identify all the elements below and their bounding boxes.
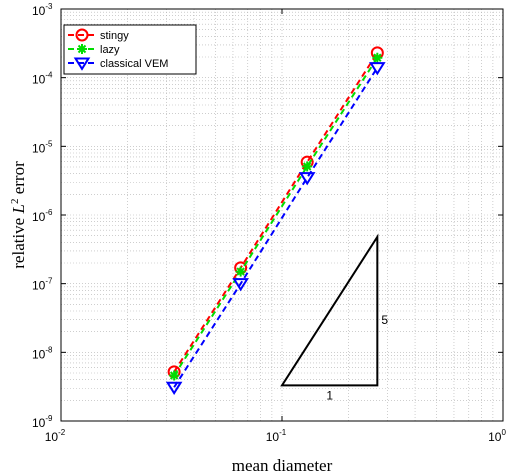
x-tick-label: 100 xyxy=(488,428,506,444)
data-point-lazy xyxy=(235,266,246,277)
data-point-classical-vem xyxy=(232,278,249,292)
x-axis-ticks: 10-2 10-1 100 xyxy=(45,9,506,444)
x-tick-label: 10-2 xyxy=(45,428,66,444)
slope-rise-label: 5 xyxy=(381,313,388,327)
y-tick-label: 10-6 xyxy=(32,208,53,224)
legend-label: classical VEM xyxy=(100,58,168,70)
y-axis-label: relative L2 error xyxy=(9,161,28,269)
slope-triangle: 15 xyxy=(280,233,388,402)
series-line-lazy xyxy=(173,57,379,377)
x-tick-label: 10-1 xyxy=(266,428,287,444)
legend-label: lazy xyxy=(100,44,120,56)
series-lines xyxy=(165,46,386,395)
y-tick-label: 10-9 xyxy=(32,414,53,430)
y-tick-label: 10-7 xyxy=(32,277,53,293)
data-point-lazy xyxy=(372,52,383,63)
series-line-classical-vem xyxy=(173,67,379,388)
legend-marker xyxy=(73,57,91,71)
data-point-lazy xyxy=(169,370,180,381)
y-axis-ticks: 10-9 10-8 10-7 10-6 10-5 10-4 10-3 xyxy=(32,2,503,430)
legend-marker xyxy=(77,44,87,54)
legend: stingy lazy classical VEM xyxy=(63,24,197,75)
x-axis-label: mean diameter xyxy=(232,456,333,475)
y-tick-label: 10-4 xyxy=(32,71,53,87)
legend-label: stingy xyxy=(100,30,129,42)
data-point-classical-vem xyxy=(298,172,316,186)
data-point-lazy xyxy=(302,161,313,172)
y-tick-label: 10-5 xyxy=(32,139,53,155)
y-tick-label: 10-3 xyxy=(32,2,53,18)
data-point-classical-vem xyxy=(165,381,183,395)
slope-triangle-shape xyxy=(280,233,379,387)
series-line-stingy xyxy=(173,52,379,373)
slope-run-label: 1 xyxy=(326,388,333,402)
legend-marker xyxy=(75,28,89,42)
data-point-classical-vem xyxy=(369,62,386,76)
y-tick-label: 10-8 xyxy=(32,345,53,361)
